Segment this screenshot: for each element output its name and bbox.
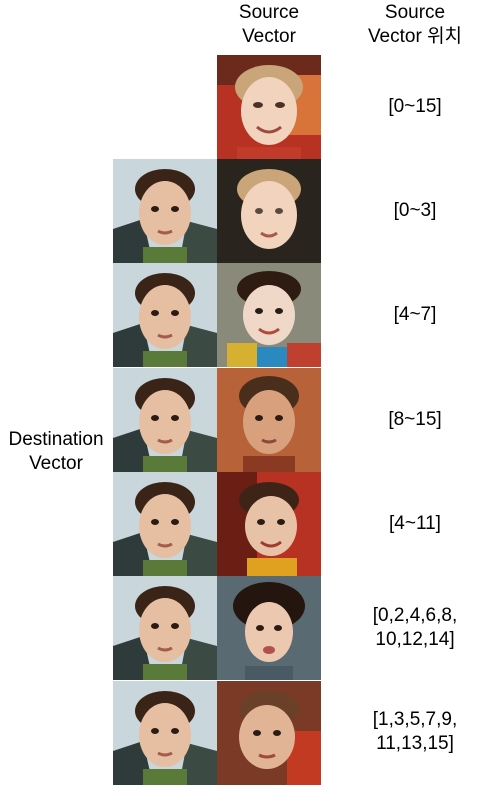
header-source-vector-line1: Source [238,2,300,23]
destination-face-image [113,159,217,263]
output-face-image [217,368,321,472]
position-line: 10,12,14] [375,629,455,650]
destination-face-image [113,263,217,367]
destination-face-image [113,472,217,576]
position-label: [1,3,5,7,9, 11,13,15] [340,708,490,756]
position-label: [0~3] [340,199,490,223]
position-line: [8~15] [388,409,442,430]
output-face-image [217,159,321,263]
header-source-vector-line2: Vector [242,26,296,47]
destination-vector-label: Destination Vector [0,428,112,476]
source-face-image [217,55,321,159]
position-line: [1,3,5,7,9, [372,709,458,730]
header-position-line2: Vector 위치 [367,26,463,47]
output-face-image [217,263,321,367]
position-label: [8~15] [340,408,490,432]
output-face-image [217,681,321,785]
position-label: [4~11] [340,512,490,536]
position-line: 11,13,15] [376,733,454,754]
destination-label-line2: Vector [29,453,83,474]
position-label: [4~7] [340,303,490,327]
destination-label-line1: Destination [8,429,104,450]
header-position-line1: Source [384,2,446,23]
position-label: [0,2,4,6,8, 10,12,14] [340,604,490,652]
position-line: [0~15] [388,96,442,117]
position-line: [4~7] [393,304,437,325]
destination-face-image [113,576,217,680]
position-line: [4~11] [389,513,441,534]
header-source-vector: Source Vector [214,1,324,49]
destination-face-image [113,368,217,472]
position-line: [0~3] [393,200,437,221]
position-line: [0,2,4,6,8, [372,605,458,626]
destination-face-image [113,681,217,785]
header-source-vector-position: Source Vector 위치 [340,1,490,49]
position-label: [0~15] [340,95,490,119]
output-face-image [217,576,321,680]
output-face-image [217,472,321,576]
